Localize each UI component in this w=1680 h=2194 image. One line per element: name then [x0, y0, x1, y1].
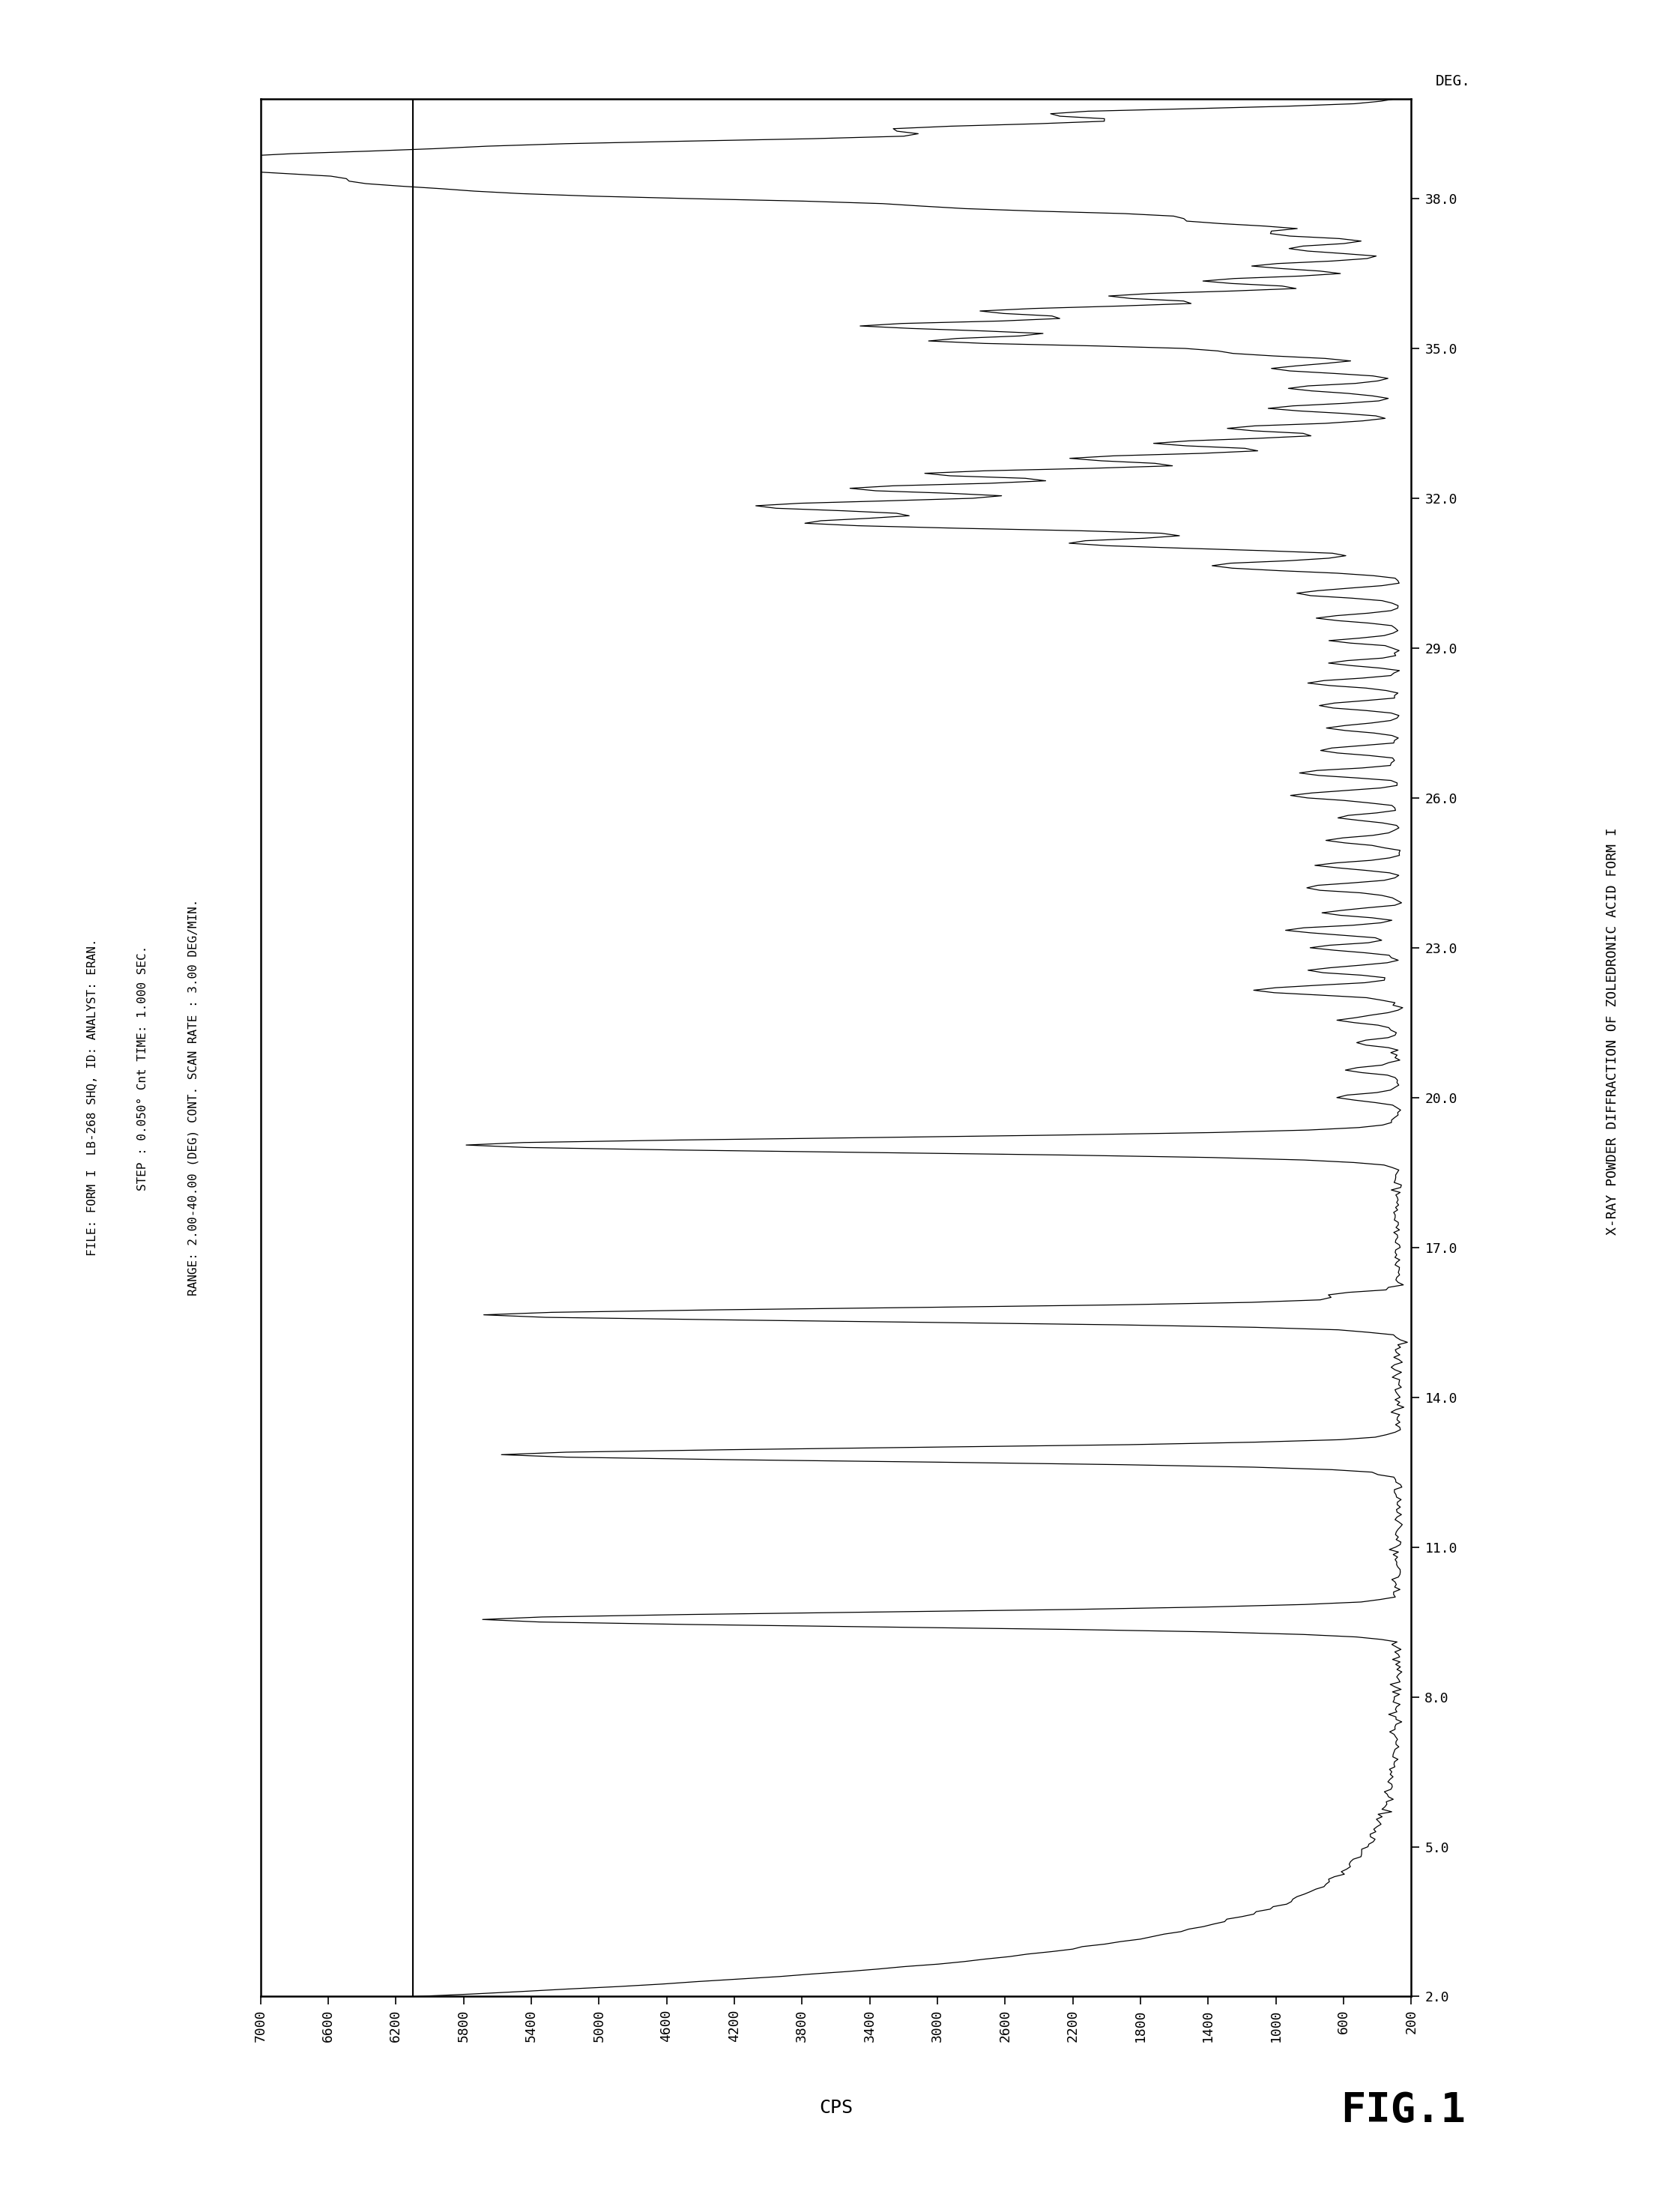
- Text: RANGE: 2.00-40.00 (DEG) CONT. SCAN RATE : 3.00 DEG/MIN.: RANGE: 2.00-40.00 (DEG) CONT. SCAN RATE …: [188, 900, 198, 1294]
- Text: DEG.: DEG.: [1436, 75, 1470, 88]
- Text: FILE: FORM I  LB-268 SHQ, ID: ANALYST: ERAN.: FILE: FORM I LB-268 SHQ, ID: ANALYST: ER…: [87, 939, 97, 1255]
- X-axis label: CPS: CPS: [818, 2100, 853, 2117]
- Text: X-RAY POWDER DIFFRACTION OF ZOLEDRONIC ACID FORM I: X-RAY POWDER DIFFRACTION OF ZOLEDRONIC A…: [1606, 827, 1620, 1235]
- Text: FIG.1: FIG.1: [1341, 2091, 1465, 2130]
- Text: STEP : 0.050° Cnt TIME: 1.000 SEC.: STEP : 0.050° Cnt TIME: 1.000 SEC.: [138, 946, 148, 1248]
